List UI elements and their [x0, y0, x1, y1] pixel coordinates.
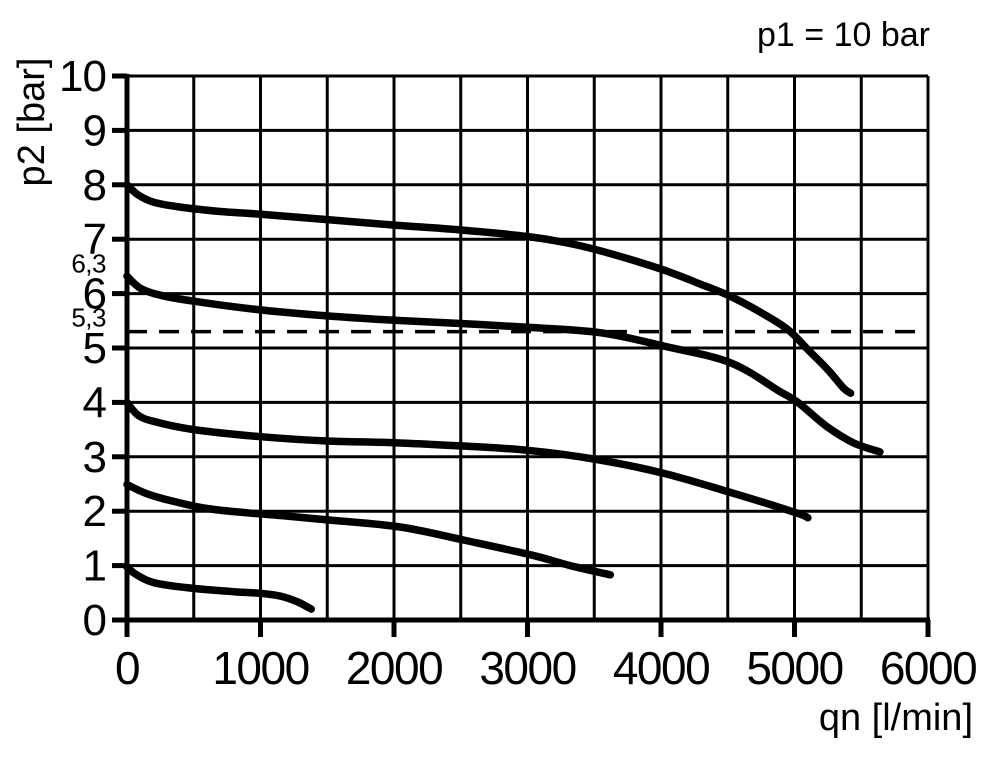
- y-tick-label: 2: [83, 487, 106, 536]
- chart-title: p1 = 10 bar: [757, 16, 930, 54]
- curve-set-8-bar: [123, 181, 855, 397]
- x-tick-label: 3000: [479, 642, 575, 694]
- curve-set-4-bar: [123, 398, 812, 522]
- y-tick-label: 5: [83, 324, 106, 373]
- y-tick-label: 7: [83, 215, 106, 264]
- curve-set-6.3-bar: [123, 272, 884, 456]
- y-tick-label: 6: [83, 270, 106, 319]
- x-tick-label: 2000: [346, 642, 442, 694]
- x-axis-label: qn [l/min]: [818, 697, 973, 739]
- x-tick-label: 4000: [613, 642, 709, 694]
- y-tick-label: 9: [83, 106, 106, 155]
- extra-y-label: 6,3: [71, 248, 106, 278]
- y-tick-label: 4: [83, 378, 107, 427]
- y-tick-label: 8: [83, 161, 106, 210]
- y-tick-label: 0: [83, 596, 106, 645]
- curve-set-1-bar: [123, 563, 315, 613]
- y-axis-label: p2 [bar]: [11, 57, 53, 187]
- y-tick-label: 3: [83, 433, 106, 482]
- x-tick-label: 5000: [746, 642, 842, 694]
- x-tick-label: 1000: [212, 642, 308, 694]
- x-tick-label: 6000: [880, 642, 976, 694]
- extra-y-label: 5,3: [71, 303, 106, 333]
- x-tick-label: 0: [115, 642, 139, 694]
- curve-set-2.5-bar: [123, 480, 615, 579]
- y-tick-label: 1: [83, 542, 106, 591]
- y-tick-label: 10: [59, 52, 106, 101]
